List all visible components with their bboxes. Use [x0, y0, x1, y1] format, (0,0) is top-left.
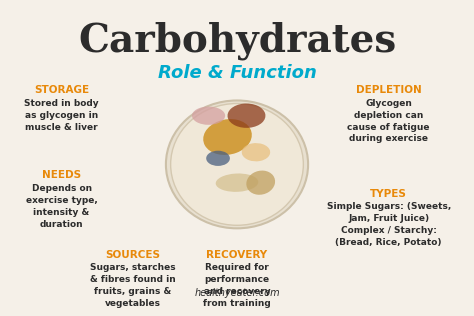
- Ellipse shape: [216, 173, 258, 192]
- Text: STORAGE: STORAGE: [34, 85, 89, 95]
- Ellipse shape: [203, 119, 252, 155]
- Text: TYPES: TYPES: [370, 189, 407, 199]
- Text: Carbohydrates: Carbohydrates: [78, 21, 396, 60]
- Ellipse shape: [171, 104, 303, 225]
- Ellipse shape: [246, 171, 275, 195]
- Text: SOURCES: SOURCES: [105, 250, 160, 260]
- Text: Sugars, starches
& fibres found in
fruits, grains &
vegetables: Sugars, starches & fibres found in fruit…: [90, 263, 175, 308]
- Ellipse shape: [166, 100, 308, 228]
- Text: Simple Sugars: (Sweets,
Jam, Fruit Juice)
Complex / Starchy:
(Bread, Rice, Potat: Simple Sugars: (Sweets, Jam, Fruit Juice…: [327, 203, 451, 247]
- Text: RECOVERY: RECOVERY: [207, 250, 267, 260]
- Ellipse shape: [242, 143, 270, 161]
- Ellipse shape: [228, 104, 265, 128]
- Ellipse shape: [192, 106, 225, 125]
- Text: Depends on
exercise type,
intensity &
duration: Depends on exercise type, intensity & du…: [26, 184, 98, 228]
- Text: DEPLETION: DEPLETION: [356, 85, 421, 95]
- Text: Required for
performance
and recovery
from training: Required for performance and recovery fr…: [203, 263, 271, 308]
- Text: Role & Function: Role & Function: [157, 64, 317, 82]
- Text: NEEDS: NEEDS: [42, 171, 81, 180]
- Text: Glycogen
depletion can
cause of fatigue
during exercise: Glycogen depletion can cause of fatigue …: [347, 99, 430, 143]
- Ellipse shape: [206, 151, 230, 166]
- Text: Stored in body
as glycogen in
muscle & liver: Stored in body as glycogen in muscle & l…: [24, 99, 99, 131]
- Text: healthyeater.com: healthyeater.com: [194, 289, 280, 298]
